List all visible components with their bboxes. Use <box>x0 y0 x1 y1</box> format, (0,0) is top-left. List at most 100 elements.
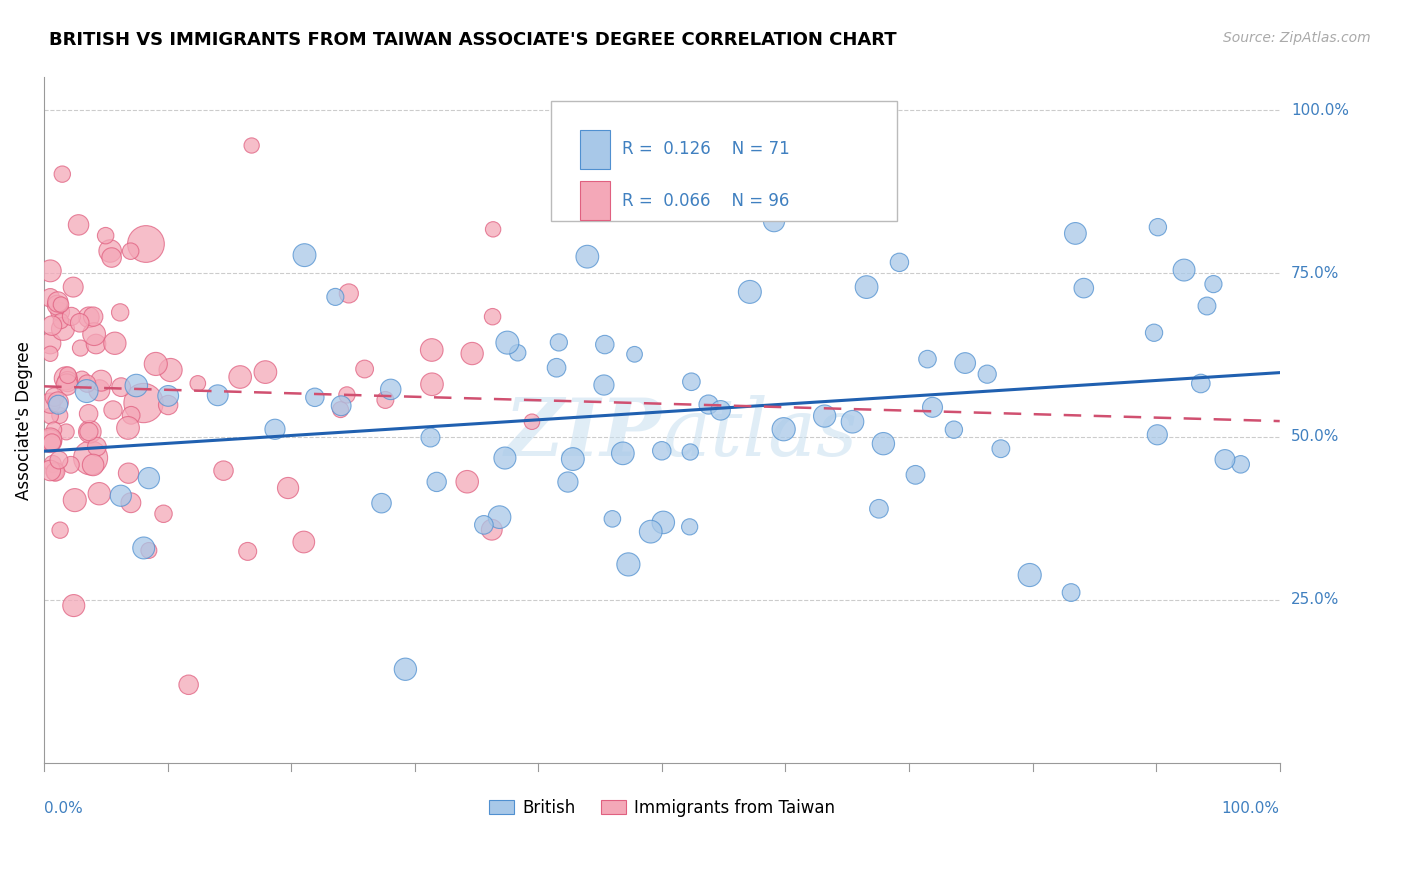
Point <box>77 407 100 421</box>
FancyBboxPatch shape <box>581 181 610 220</box>
Point <box>872 436 894 450</box>
Point <box>240 138 263 153</box>
Point <box>104 336 127 351</box>
Point <box>94 228 117 243</box>
Point <box>1073 281 1095 295</box>
Point <box>55 425 77 439</box>
Point <box>482 222 505 236</box>
Point <box>39 396 62 410</box>
Point <box>76 376 98 391</box>
Point <box>640 524 662 539</box>
Point <box>110 489 132 503</box>
Text: 25.0%: 25.0% <box>1291 592 1339 607</box>
Point <box>46 395 69 409</box>
Point <box>46 298 69 312</box>
Point <box>60 310 83 324</box>
Point <box>710 403 733 417</box>
Point <box>617 558 640 572</box>
FancyBboxPatch shape <box>551 102 897 221</box>
Point <box>83 327 105 342</box>
Point <box>370 496 392 510</box>
Point <box>1064 227 1087 241</box>
Point <box>62 280 84 294</box>
Point <box>49 409 72 423</box>
Point <box>496 335 519 350</box>
Point <box>145 357 167 371</box>
Text: ZIP: ZIP <box>505 395 662 473</box>
Point <box>612 446 634 460</box>
Point <box>138 543 160 558</box>
Text: 100.0%: 100.0% <box>1291 103 1348 118</box>
Point <box>623 347 645 361</box>
Point <box>1189 376 1212 391</box>
Point <box>132 541 155 555</box>
Point <box>207 388 229 402</box>
Point <box>39 409 62 423</box>
Point <box>420 377 443 392</box>
Point <box>49 314 72 328</box>
Point <box>374 392 396 407</box>
Point <box>59 458 82 472</box>
Point <box>77 310 100 325</box>
Point <box>159 363 181 377</box>
Point <box>135 237 157 252</box>
Point <box>44 390 66 404</box>
Point <box>1202 277 1225 291</box>
Point <box>1213 452 1236 467</box>
Point <box>41 318 63 333</box>
Point <box>70 372 93 386</box>
Point <box>48 453 70 467</box>
Point <box>187 376 209 391</box>
Point <box>546 360 568 375</box>
Point <box>426 475 449 489</box>
Point <box>1143 326 1166 340</box>
Point <box>277 481 299 495</box>
Point <box>557 475 579 489</box>
Point <box>89 384 111 398</box>
Point <box>921 401 943 415</box>
Point <box>953 356 976 370</box>
Text: R =  0.066    N = 96: R = 0.066 N = 96 <box>623 192 790 210</box>
Point <box>763 214 786 228</box>
Point <box>67 218 90 232</box>
Point <box>461 346 484 360</box>
Text: 100.0%: 100.0% <box>1222 801 1279 816</box>
Text: BRITISH VS IMMIGRANTS FROM TAIWAN ASSOCIATE'S DEGREE CORRELATION CHART: BRITISH VS IMMIGRANTS FROM TAIWAN ASSOCI… <box>49 31 897 49</box>
Point <box>304 390 326 404</box>
Point <box>84 337 107 351</box>
Point <box>904 467 927 482</box>
Point <box>481 310 503 324</box>
Point <box>138 471 160 485</box>
Point <box>942 423 965 437</box>
Point <box>488 510 510 524</box>
Point <box>481 523 503 537</box>
Point <box>69 341 91 355</box>
Point <box>76 384 98 398</box>
Point <box>337 286 360 301</box>
Text: R =  0.126    N = 71: R = 0.126 N = 71 <box>623 140 790 159</box>
Point <box>325 290 347 304</box>
Point <box>336 388 359 402</box>
Point <box>353 362 375 376</box>
Point <box>814 409 837 423</box>
Point <box>117 466 139 480</box>
Point <box>394 662 416 676</box>
Point <box>472 517 495 532</box>
Point <box>120 244 142 259</box>
Point <box>42 423 65 437</box>
Point <box>976 367 998 381</box>
Point <box>602 512 624 526</box>
Point <box>1229 458 1251 472</box>
Point <box>110 380 132 394</box>
Point <box>593 378 616 392</box>
Point <box>82 458 104 472</box>
Point <box>117 421 139 435</box>
Point <box>39 347 62 361</box>
Point <box>39 336 62 351</box>
Point <box>42 457 65 471</box>
Point <box>90 374 112 388</box>
Point <box>494 450 516 465</box>
Point <box>294 248 316 262</box>
Point <box>120 496 142 510</box>
Point <box>420 343 443 357</box>
